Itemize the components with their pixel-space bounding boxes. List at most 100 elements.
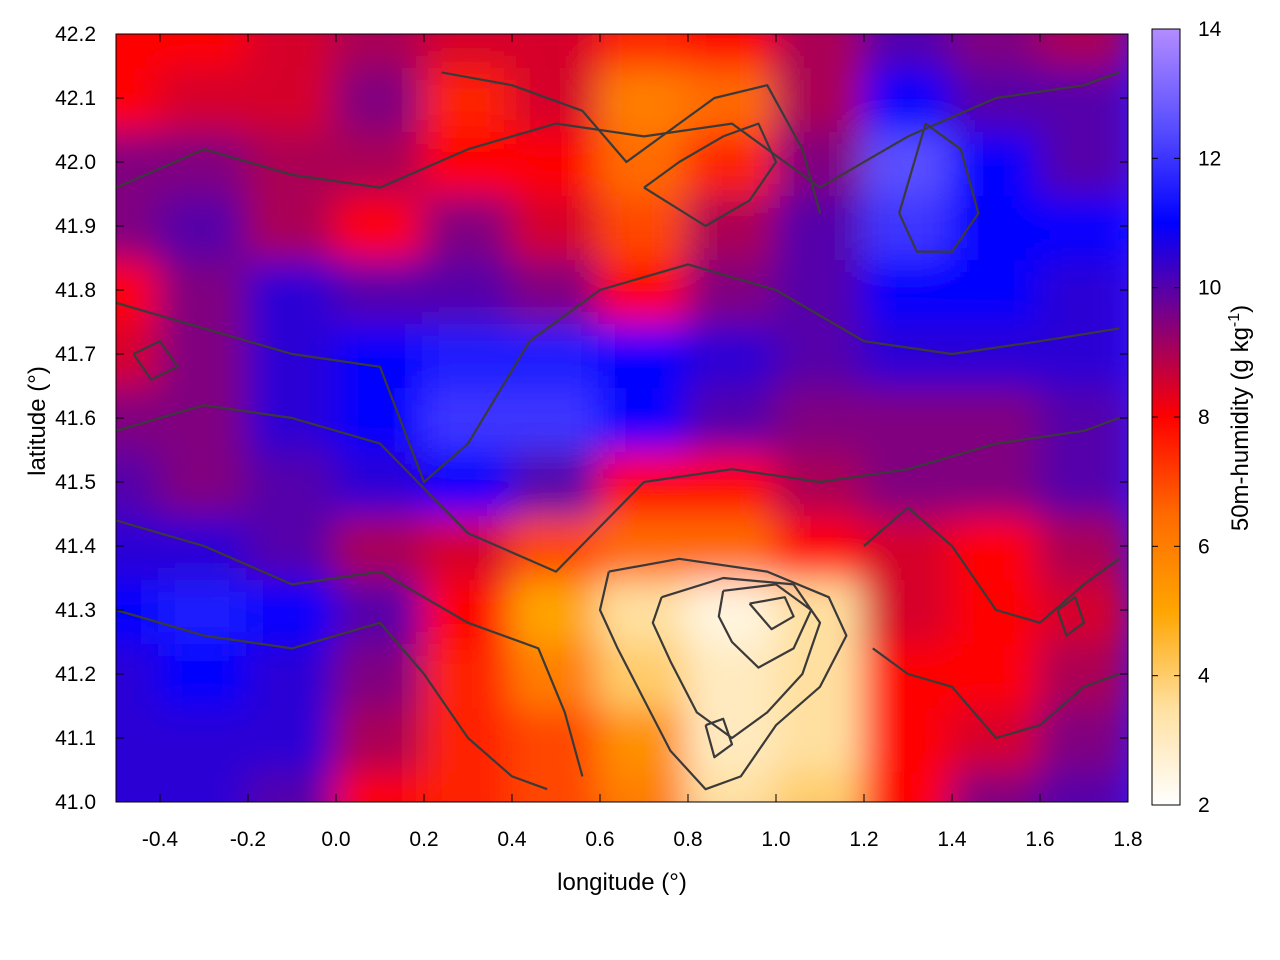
colorbar-tick-label: 8: [1198, 406, 1210, 429]
x-tick-label: 0.4: [497, 828, 527, 851]
y-tick-label: 41.4: [55, 535, 96, 558]
colorbar-label: 50m-humidity (g kg-1): [1226, 305, 1254, 531]
x-tick-label: 1.6: [1025, 828, 1054, 851]
heatmap-cell: [510, 64, 602, 132]
x-tick-label: 0.8: [673, 828, 702, 851]
contour-line: [717, 583, 813, 669]
heatmap-cell: [598, 768, 690, 802]
heatmap-cell: [334, 768, 426, 802]
heatmap-cell: [862, 64, 954, 132]
heatmap-cell: [950, 448, 1042, 516]
heatmap-cell: [510, 512, 602, 580]
heatmap-cell: [774, 128, 866, 196]
heatmap-cell: [158, 384, 250, 452]
x-tick-label: 0.2: [409, 828, 438, 851]
heatmap-cell: [510, 256, 602, 324]
contour-line: [116, 404, 1120, 573]
heatmap-cell: [246, 34, 338, 69]
heatmap-cell: [598, 128, 690, 196]
heatmap-cell: [950, 192, 1042, 260]
heatmap-cell: [774, 704, 866, 772]
heatmap-cell: [686, 256, 778, 324]
heatmap-cell: [158, 704, 250, 772]
heatmap-cell: [116, 34, 162, 69]
heatmap-cell: [862, 256, 954, 324]
heatmap-cell: [686, 192, 778, 260]
heatmap-cell: [1038, 640, 1128, 708]
heatmap-cell: [774, 384, 866, 452]
heatmap-cell: [950, 512, 1042, 580]
heatmap-cell: [598, 64, 690, 132]
y-axis-label: latitude (°): [24, 366, 51, 476]
contour-line: [863, 506, 1120, 624]
heatmap-cell: [1038, 192, 1128, 260]
heatmap-cell: [422, 320, 514, 388]
y-tick-label: 42.2: [55, 23, 96, 46]
heatmap-cell: [686, 576, 778, 644]
heatmap-cell: [774, 320, 866, 388]
heatmap-cell: [158, 576, 250, 644]
heatmap-cell: [1038, 704, 1128, 772]
heatmap-cell: [774, 192, 866, 260]
y-tick-label: 42.0: [55, 151, 96, 174]
heatmap-cell: [598, 192, 690, 260]
heatmap-cell: [686, 448, 778, 516]
contour-line: [748, 596, 795, 631]
y-tick-label: 41.1: [55, 727, 96, 750]
colorbar-tick-label: 2: [1198, 794, 1210, 817]
heatmap-cell: [334, 640, 426, 708]
heatmap-cell: [158, 128, 250, 196]
y-tick-label: 41.2: [55, 663, 96, 686]
heatmap-cell: [510, 768, 602, 802]
heatmap-cell: [334, 448, 426, 516]
heatmap-cell: [422, 576, 514, 644]
colorbar-label-exponent: -1: [1226, 313, 1243, 327]
contour-line: [116, 71, 1120, 189]
plot-area: [115, 33, 1129, 803]
contour-line: [651, 576, 822, 740]
heatmap-cell: [862, 448, 954, 516]
heatmap-cell: [158, 768, 250, 802]
y-tick-label: 41.7: [55, 343, 96, 366]
heatmap-cell: [422, 512, 514, 580]
heatmap-cell: [334, 64, 426, 132]
heatmap-cell: [246, 128, 338, 196]
heatmap-cell: [862, 34, 954, 69]
heatmap-cell: [158, 192, 250, 260]
heatmap-cell: [334, 192, 426, 260]
heatmap-cell: [774, 576, 866, 644]
x-axis-label: longitude (°): [557, 869, 687, 896]
heatmap-cell: [950, 256, 1042, 324]
heatmap-field: [116, 34, 1128, 802]
heatmap-cell: [686, 34, 778, 69]
heatmap-cell: [246, 512, 338, 580]
contour-line: [598, 557, 848, 791]
contour-line: [704, 717, 734, 759]
colorbar-ticks: 2 4 6 8 10 12 14: [1152, 18, 1222, 817]
colorbar-label-main: 50m-humidity (g kg: [1227, 327, 1254, 531]
heatmap-cell: [158, 64, 250, 132]
heatmap-cell: [686, 640, 778, 708]
x-tick-label: 1.4: [937, 828, 967, 851]
heatmap-cell: [1038, 512, 1128, 580]
heatmap-cell: [774, 512, 866, 580]
heatmap-cell: [862, 576, 954, 644]
contour-line: [898, 122, 980, 253]
x-tick-label: -0.2: [230, 828, 266, 851]
heatmap-cell: [950, 34, 1042, 69]
contour-line: [441, 71, 822, 214]
y-axis: 41.0 41.1 41.2 41.3 41.4 41.5 41.6 41.7 41.8 41.9…: [55, 23, 1128, 814]
y-tick-label: 41.8: [55, 279, 96, 302]
contour-line: [132, 340, 179, 381]
heatmap-cell: [246, 704, 338, 772]
heatmap-cell: [158, 448, 250, 516]
heatmap-cell: [1038, 384, 1128, 452]
heatmap-cell: [598, 576, 690, 644]
heatmap-cell: [862, 384, 954, 452]
heatmap-cell: [334, 256, 426, 324]
heatmap-cell: [774, 34, 866, 69]
heatmap-cell: [686, 384, 778, 452]
colorbar-tick-label: 14: [1198, 18, 1222, 41]
heatmap-cell: [422, 448, 514, 516]
heatmap-cell: [862, 704, 954, 772]
